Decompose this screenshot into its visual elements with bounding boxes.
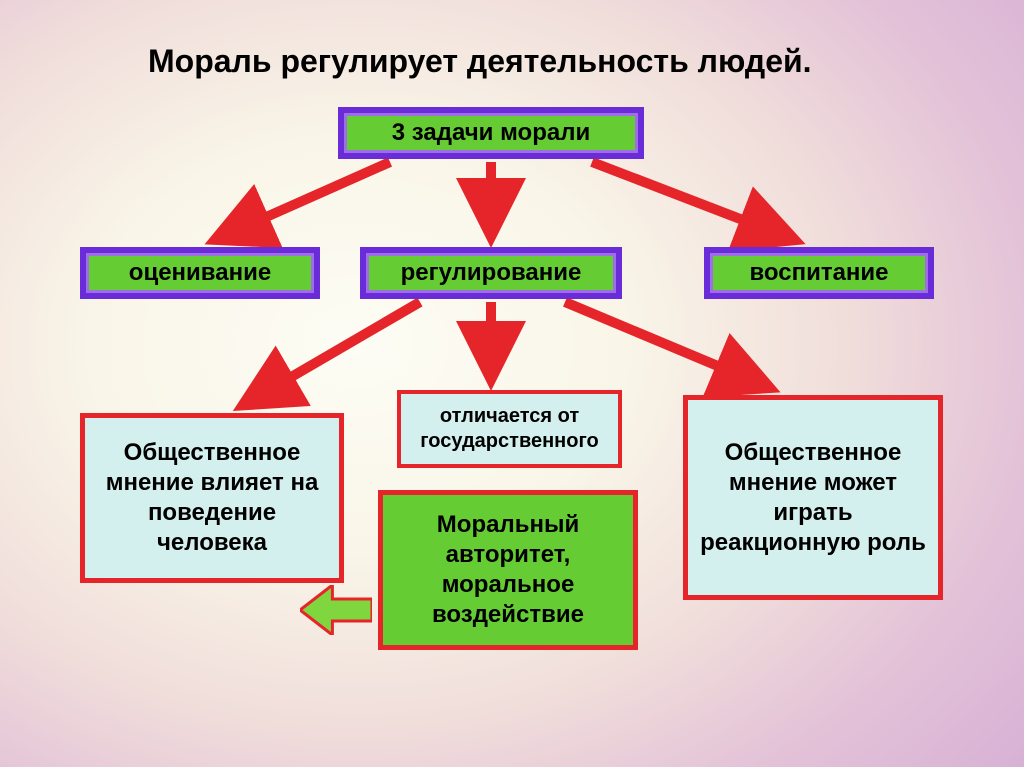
node-eval: оценивание: [80, 247, 320, 299]
node-opinion_behav: Общественное мнение влияет на поведение …: [80, 413, 344, 583]
node-educ-label: воспитание: [749, 258, 888, 288]
node-authority: Моральный авторитет, моральное воздейств…: [378, 490, 638, 650]
node-differs-label: отличается от государственного: [407, 404, 612, 454]
node-tasks: 3 задачи морали: [338, 107, 644, 159]
node-opinion_behav-label: Общественное мнение влияет на поведение …: [91, 438, 333, 558]
node-authority-label: Моральный авторитет, моральное воздейств…: [389, 510, 627, 630]
block-arrow-left: [300, 585, 372, 635]
node-tasks-label: 3 задачи морали: [392, 118, 590, 148]
node-educ: воспитание: [704, 247, 934, 299]
node-regul: регулирование: [360, 247, 622, 299]
node-opinion_react: Общественное мнение может играть реакцио…: [683, 395, 943, 600]
node-differs: отличается от государственного: [397, 390, 622, 468]
node-eval-label: оценивание: [129, 258, 271, 288]
node-regul-label: регулирование: [401, 258, 582, 288]
node-opinion_react-label: Общественное мнение может играть реакцио…: [694, 438, 932, 558]
page-title: Мораль регулирует деятельность людей.: [148, 43, 812, 80]
